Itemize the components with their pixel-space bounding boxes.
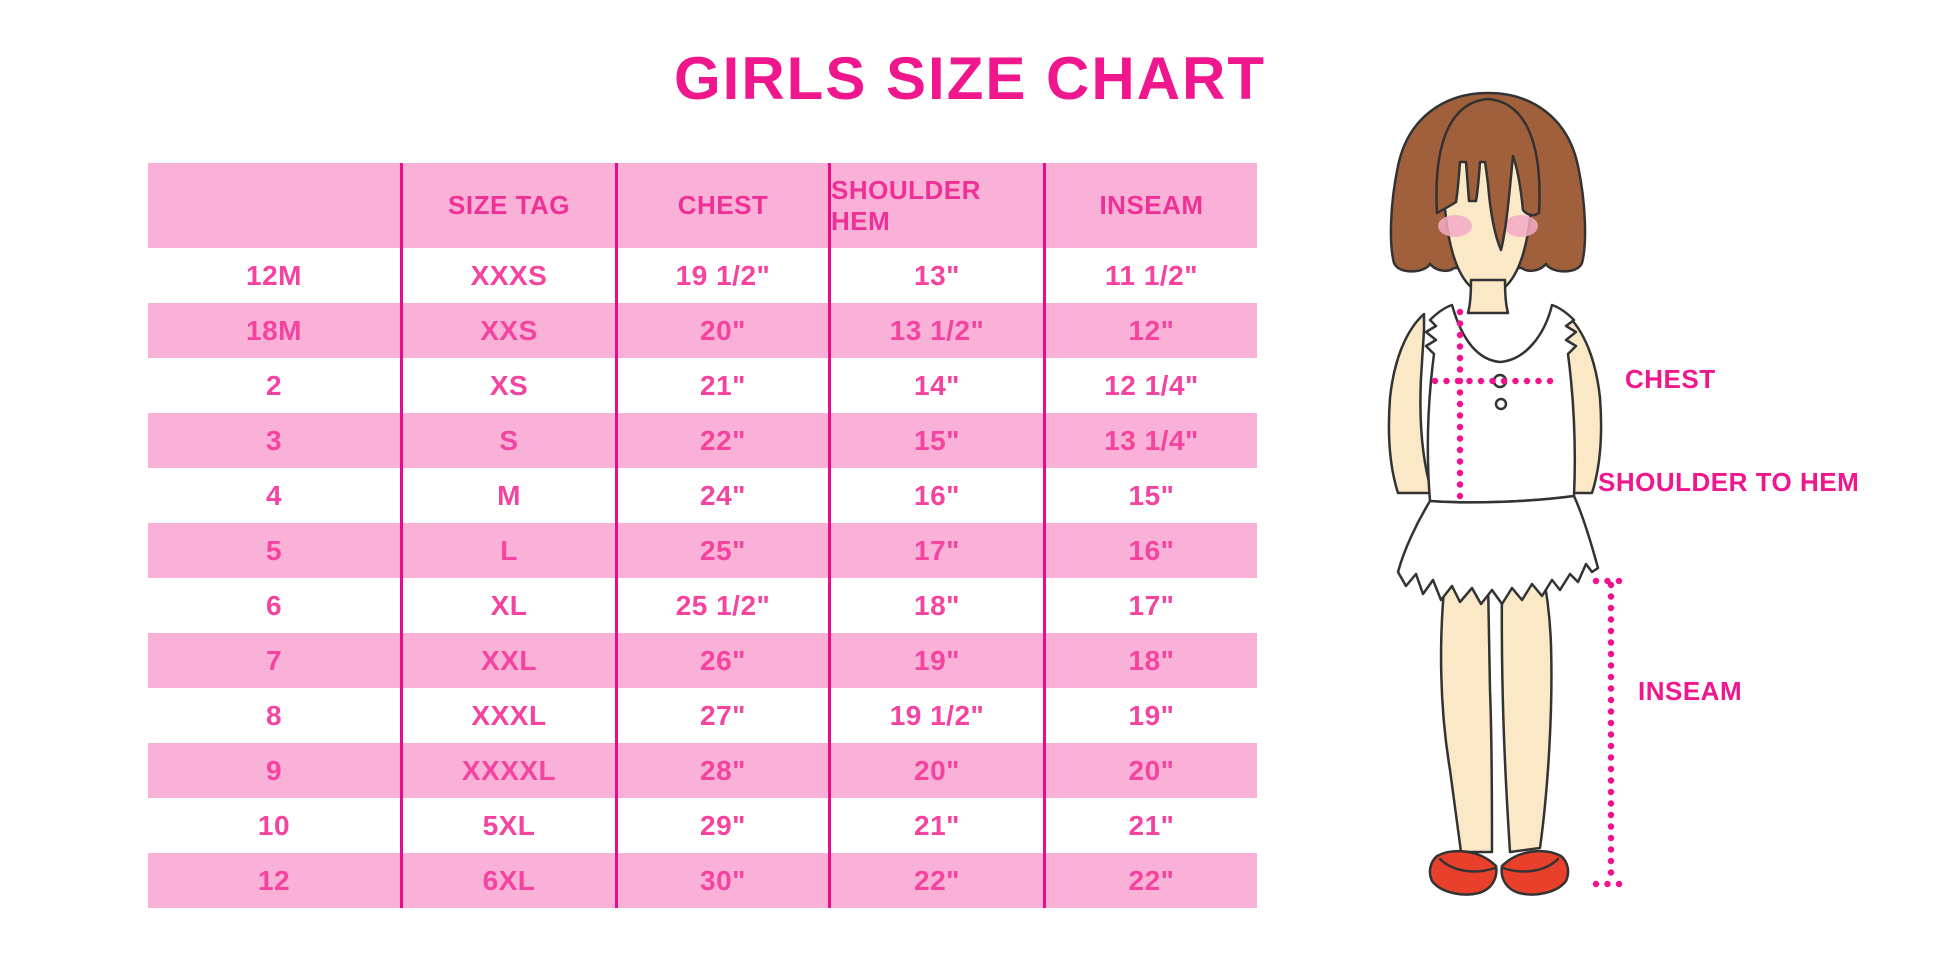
table-cell: XXXS [400, 248, 615, 303]
table-cell: 12M [148, 248, 400, 303]
table-cell: 12 [148, 853, 400, 908]
table-cell: 5XL [400, 798, 615, 853]
table-cell: 22" [828, 853, 1043, 908]
blush-left [1438, 215, 1472, 237]
table-cell: 10 [148, 798, 400, 853]
table-cell: 15" [828, 413, 1043, 468]
page-title: GIRLS SIZE CHART [673, 45, 1267, 112]
header-cell: CHEST [615, 163, 828, 248]
table-cell: 21" [828, 798, 1043, 853]
table-cell: 22" [1043, 853, 1257, 908]
table-cell: 21" [615, 358, 828, 413]
blush-right [1504, 215, 1538, 237]
table-cell: 19 1/2" [615, 248, 828, 303]
header-cell [148, 163, 400, 248]
table-cell: 17" [828, 523, 1043, 578]
table-cell: XXXL [400, 688, 615, 743]
table-cell: 18" [828, 578, 1043, 633]
header-cell: INSEAM [1043, 163, 1257, 248]
table-cell: 12 1/4" [1043, 358, 1257, 413]
table-cell: XXXXL [400, 743, 615, 798]
table-cell: 27" [615, 688, 828, 743]
table-cell: 17" [1043, 578, 1257, 633]
table-cell: 19 1/2" [828, 688, 1043, 743]
table-cell: 20" [615, 303, 828, 358]
table-cell: 3 [148, 413, 400, 468]
table-cell: 5 [148, 523, 400, 578]
table-cell: 19" [828, 633, 1043, 688]
table-cell: 30" [615, 853, 828, 908]
left-leg [1439, 568, 1494, 854]
table-cell: 9 [148, 743, 400, 798]
table-cell: XXL [400, 633, 615, 688]
table-cell: 4 [148, 468, 400, 523]
size-table: SIZE TAG CHEST SHOULDER HEM INSEAM 12M XXXS 19… [148, 163, 1257, 908]
table-cell: 21" [1043, 798, 1257, 853]
table-cell: 2 [148, 358, 400, 413]
bangs-icon [1435, 97, 1541, 252]
table-cell: 29" [615, 798, 828, 853]
right-shoe-strap [1501, 857, 1560, 873]
chest-label: CHEST [1625, 364, 1716, 394]
button-bottom [1494, 397, 1508, 411]
table-cell: 12" [1043, 303, 1257, 358]
table-cell: 20" [1043, 743, 1257, 798]
table-cell: 13 1/4" [1043, 413, 1257, 468]
table-cell: 6XL [400, 853, 615, 908]
table-cell: 13" [828, 248, 1043, 303]
table-cell: 25" [615, 523, 828, 578]
table-cell: 19" [1043, 688, 1257, 743]
table-cell: 22" [615, 413, 828, 468]
table-cell: 13 1/2" [828, 303, 1043, 358]
header-cell: SIZE TAG [400, 163, 615, 248]
table-cell: 14" [828, 358, 1043, 413]
table-cell: XL [400, 578, 615, 633]
table-cell: 15" [1043, 468, 1257, 523]
right-shoe-icon [1500, 850, 1570, 896]
table-cell: 11 1/2" [1043, 248, 1257, 303]
table-cell: XS [400, 358, 615, 413]
girl-measurement-illustration [1387, 91, 1631, 896]
left-arm [1387, 312, 1434, 495]
table-cell: 26" [615, 633, 828, 688]
table-cell: 20" [828, 743, 1043, 798]
table-cell: 24" [615, 468, 828, 523]
header-cell: SHOULDER HEM [828, 163, 1043, 248]
table-cell: 18" [1043, 633, 1257, 688]
left-shoe-strap [1438, 857, 1497, 873]
neck [1466, 278, 1510, 315]
table-cell: 7 [148, 633, 400, 688]
table-cell: XXS [400, 303, 615, 358]
table-cell: 8 [148, 688, 400, 743]
table-cell: 25 1/2" [615, 578, 828, 633]
right-leg [1500, 568, 1553, 854]
table-cell: 16" [1043, 523, 1257, 578]
skirt [1396, 494, 1600, 606]
table-cell: S [400, 413, 615, 468]
inseam-label: INSEAM [1638, 676, 1743, 706]
table-cell: 18M [148, 303, 400, 358]
table-cell: L [400, 523, 615, 578]
table-cell: 16" [828, 468, 1043, 523]
table-cell: 28" [615, 743, 828, 798]
table-cell: 6 [148, 578, 400, 633]
table-cell: M [400, 468, 615, 523]
shoulder-to-hem-label: SHOULDER TO HEM [1598, 467, 1860, 497]
left-shoe-icon [1428, 850, 1498, 896]
